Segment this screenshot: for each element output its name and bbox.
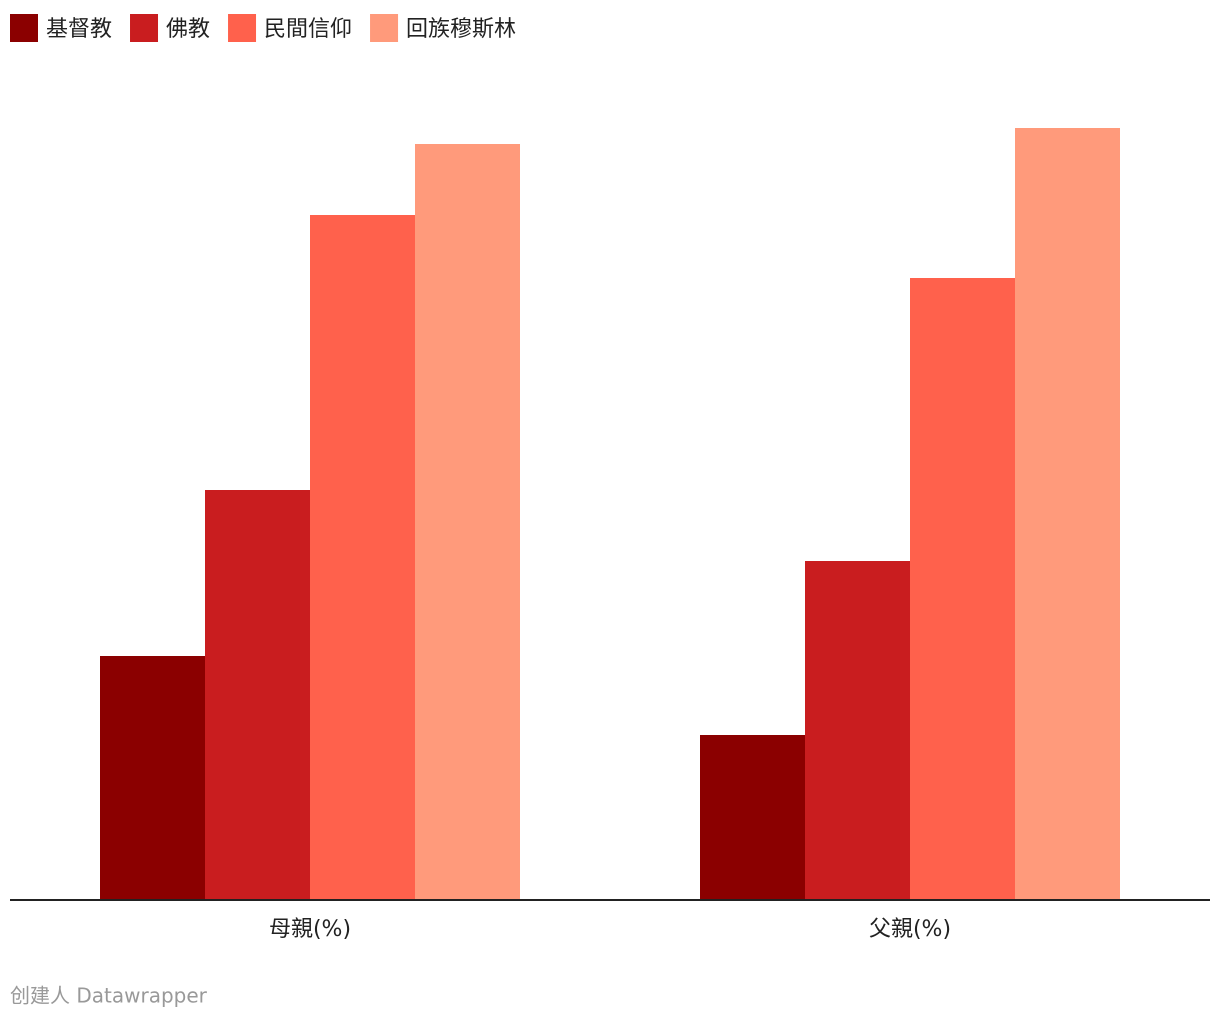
legend-label: 基督教 [46, 17, 112, 42]
bar [805, 561, 910, 900]
legend-label: 回族穆斯林 [406, 17, 516, 42]
bar [910, 278, 1015, 900]
x-tick-label: 母親(%) [269, 917, 351, 942]
legend-label: 佛教 [166, 17, 210, 42]
bar [205, 490, 310, 900]
bar [100, 656, 205, 900]
bar [415, 144, 520, 900]
legend-label: 民間信仰 [264, 17, 352, 42]
legend-swatch [130, 14, 159, 42]
legend-swatch [10, 14, 38, 42]
bar [310, 215, 415, 900]
legend-swatch [370, 14, 399, 42]
credit: 创建人 Datawrapper [10, 984, 208, 1008]
legend-swatch [228, 14, 257, 42]
bar [700, 735, 805, 900]
bar [1015, 128, 1120, 900]
x-tick-label: 父親(%) [869, 917, 951, 942]
